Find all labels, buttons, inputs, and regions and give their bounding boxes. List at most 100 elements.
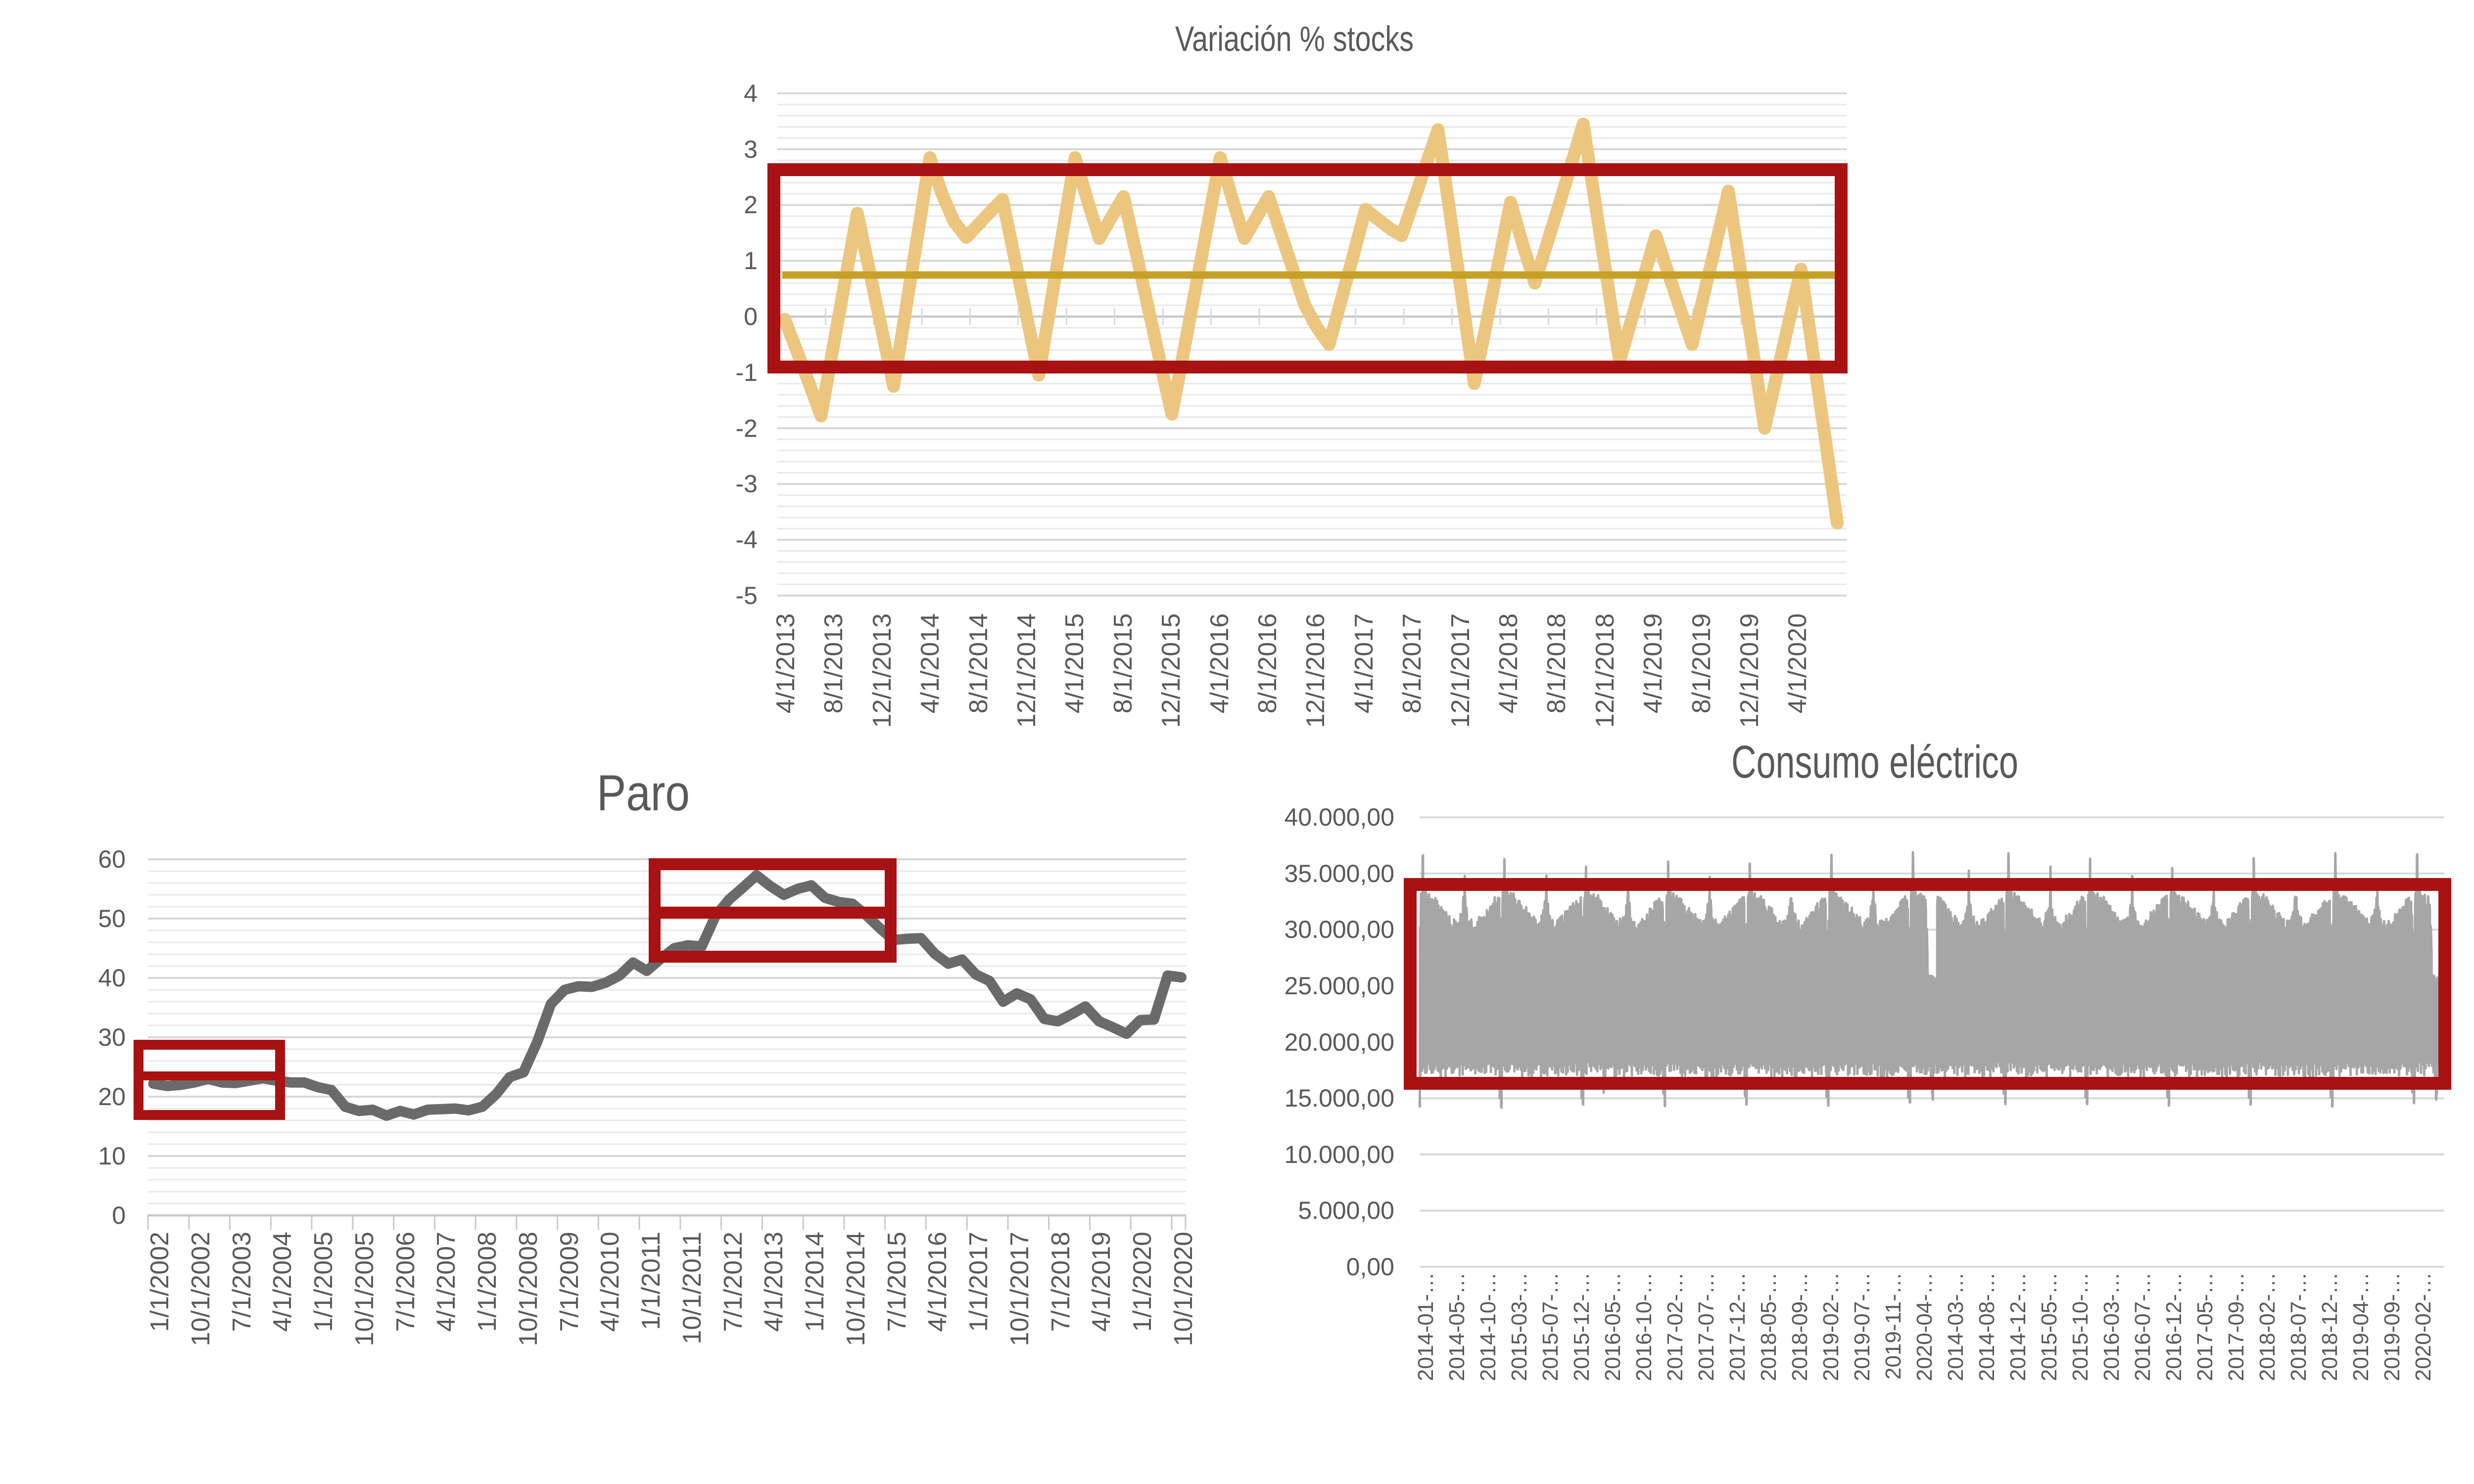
svg-text:2015-12-…: 2015-12-… <box>1570 1272 1594 1381</box>
svg-text:40.000,00: 40.000,00 <box>1285 803 1394 831</box>
svg-text:7/1/2012: 7/1/2012 <box>719 1232 748 1332</box>
svg-text:10/1/2008: 10/1/2008 <box>514 1232 543 1346</box>
svg-text:30: 30 <box>98 1023 126 1051</box>
svg-text:8/1/2015: 8/1/2015 <box>1109 613 1138 713</box>
svg-text:2020-04-…: 2020-04-… <box>1912 1272 1937 1381</box>
svg-text:2019-09-…: 2019-09-… <box>2380 1272 2404 1381</box>
svg-text:-1: -1 <box>736 359 758 386</box>
svg-text:3: 3 <box>744 136 758 163</box>
svg-text:4/1/2007: 4/1/2007 <box>432 1232 461 1332</box>
svg-text:20.000,00: 20.000,00 <box>1285 1028 1394 1056</box>
svg-text:2019-11-…: 2019-11-… <box>1881 1272 1905 1380</box>
svg-text:7/1/2009: 7/1/2009 <box>555 1232 584 1332</box>
svg-text:4/1/2015: 4/1/2015 <box>1060 613 1089 713</box>
svg-text:10/1/2002: 10/1/2002 <box>187 1232 215 1346</box>
svg-text:1/1/2005: 1/1/2005 <box>309 1232 338 1332</box>
svg-text:2016-03-…: 2016-03-… <box>2099 1272 2124 1381</box>
svg-text:4/1/2013: 4/1/2013 <box>771 613 800 713</box>
svg-text:2014-08-…: 2014-08-… <box>1975 1272 1999 1381</box>
svg-text:10/1/2011: 10/1/2011 <box>678 1232 707 1344</box>
svg-text:2016-07-…: 2016-07-… <box>2131 1272 2155 1381</box>
svg-text:-5: -5 <box>736 582 758 609</box>
svg-text:50: 50 <box>98 905 126 932</box>
svg-text:4/1/2016: 4/1/2016 <box>1205 613 1234 713</box>
svg-text:4/1/2019: 4/1/2019 <box>1087 1232 1116 1332</box>
svg-text:7/1/2006: 7/1/2006 <box>391 1232 420 1332</box>
svg-text:25.000,00: 25.000,00 <box>1285 972 1394 1000</box>
svg-text:7/1/2015: 7/1/2015 <box>883 1232 911 1332</box>
svg-text:12/1/2013: 12/1/2013 <box>868 613 897 728</box>
svg-text:5.000,00: 5.000,00 <box>1298 1197 1394 1224</box>
svg-text:1/1/2008: 1/1/2008 <box>473 1232 502 1332</box>
svg-text:4: 4 <box>744 80 758 107</box>
svg-text:8/1/2017: 8/1/2017 <box>1398 613 1427 713</box>
svg-text:2019-02-…: 2019-02-… <box>1819 1272 1843 1381</box>
svg-text:40: 40 <box>98 964 126 992</box>
svg-text:12/1/2014: 12/1/2014 <box>1012 613 1041 728</box>
svg-text:2019-07-…: 2019-07-… <box>1850 1272 1874 1381</box>
svg-text:12/1/2019: 12/1/2019 <box>1735 613 1764 728</box>
svg-text:10/1/2020: 10/1/2020 <box>1169 1232 1198 1346</box>
svg-text:2018-12-…: 2018-12-… <box>2318 1272 2342 1381</box>
svg-text:2017-07-…: 2017-07-… <box>1694 1272 1718 1381</box>
svg-text:2018-07-…: 2018-07-… <box>2286 1272 2311 1381</box>
svg-text:Variación % stocks: Variación % stocks <box>1175 20 1414 59</box>
svg-text:0: 0 <box>112 1202 126 1229</box>
svg-text:10: 10 <box>98 1142 126 1170</box>
svg-text:8/1/2014: 8/1/2014 <box>964 613 993 713</box>
svg-text:2018-05-…: 2018-05-… <box>1757 1272 1781 1381</box>
svg-text:8/1/2013: 8/1/2013 <box>819 613 848 713</box>
svg-text:15.000,00: 15.000,00 <box>1285 1084 1394 1112</box>
svg-text:2014-10-…: 2014-10-… <box>1476 1272 1500 1381</box>
svg-text:12/1/2017: 12/1/2017 <box>1446 613 1475 728</box>
svg-text:2014-03-…: 2014-03-… <box>1944 1272 1968 1381</box>
svg-text:2014-01-…: 2014-01-… <box>1414 1272 1438 1381</box>
svg-text:4/1/2013: 4/1/2013 <box>760 1232 788 1332</box>
svg-text:10/1/2017: 10/1/2017 <box>1005 1232 1034 1346</box>
svg-text:0,00: 0,00 <box>1346 1253 1394 1281</box>
svg-text:-3: -3 <box>736 470 758 498</box>
svg-text:2019-04-…: 2019-04-… <box>2349 1272 2373 1381</box>
svg-text:2014-12-…: 2014-12-… <box>2006 1272 2030 1381</box>
svg-text:10/1/2014: 10/1/2014 <box>842 1232 870 1346</box>
svg-text:1/1/2017: 1/1/2017 <box>964 1232 993 1332</box>
svg-text:2: 2 <box>744 191 758 219</box>
svg-text:1/1/2014: 1/1/2014 <box>801 1232 829 1332</box>
svg-text:4/1/2016: 4/1/2016 <box>923 1232 952 1332</box>
svg-text:2015-10-…: 2015-10-… <box>2068 1272 2093 1381</box>
svg-text:4/1/2010: 4/1/2010 <box>596 1232 624 1332</box>
svg-text:10/1/2005: 10/1/2005 <box>350 1232 379 1346</box>
svg-text:12/1/2018: 12/1/2018 <box>1591 613 1619 728</box>
svg-text:4/1/2020: 4/1/2020 <box>1783 613 1812 713</box>
svg-text:2017-09-…: 2017-09-… <box>2224 1272 2248 1381</box>
svg-text:12/1/2015: 12/1/2015 <box>1157 613 1186 728</box>
svg-text:4/1/2018: 4/1/2018 <box>1494 613 1523 713</box>
svg-text:2017-12-…: 2017-12-… <box>1725 1272 1750 1381</box>
svg-text:-2: -2 <box>736 415 758 442</box>
svg-text:2018-02-…: 2018-02-… <box>2255 1272 2280 1381</box>
svg-text:7/1/2018: 7/1/2018 <box>1047 1232 1075 1332</box>
svg-text:2016-12-…: 2016-12-… <box>2162 1272 2186 1381</box>
svg-text:35.000,00: 35.000,00 <box>1285 860 1394 887</box>
svg-text:2017-05-…: 2017-05-… <box>2193 1272 2217 1381</box>
svg-text:4/1/2017: 4/1/2017 <box>1350 613 1379 713</box>
svg-text:12/1/2016: 12/1/2016 <box>1301 613 1330 728</box>
svg-text:2015-03-…: 2015-03-… <box>1507 1272 1531 1381</box>
svg-text:30.000,00: 30.000,00 <box>1285 916 1394 943</box>
svg-text:Paro: Paro <box>597 765 690 821</box>
svg-text:8/1/2018: 8/1/2018 <box>1542 613 1571 713</box>
svg-text:2017-02-…: 2017-02-… <box>1663 1272 1687 1381</box>
svg-text:2014-05-…: 2014-05-… <box>1445 1272 1469 1381</box>
svg-text:60: 60 <box>98 845 126 873</box>
svg-text:1: 1 <box>744 247 758 275</box>
svg-text:2015-07-…: 2015-07-… <box>1538 1272 1563 1381</box>
svg-text:1/1/2020: 1/1/2020 <box>1128 1232 1157 1332</box>
svg-text:2018-09-…: 2018-09-… <box>1788 1272 1812 1381</box>
svg-text:20: 20 <box>98 1083 126 1111</box>
svg-text:Consumo eléctrico: Consumo eléctrico <box>1731 736 2018 788</box>
svg-text:0: 0 <box>744 303 758 330</box>
svg-text:4/1/2014: 4/1/2014 <box>916 613 945 713</box>
svg-text:1/1/2002: 1/1/2002 <box>145 1232 174 1332</box>
svg-text:4/1/2019: 4/1/2019 <box>1639 613 1667 713</box>
svg-text:2016-05-…: 2016-05-… <box>1601 1272 1625 1381</box>
